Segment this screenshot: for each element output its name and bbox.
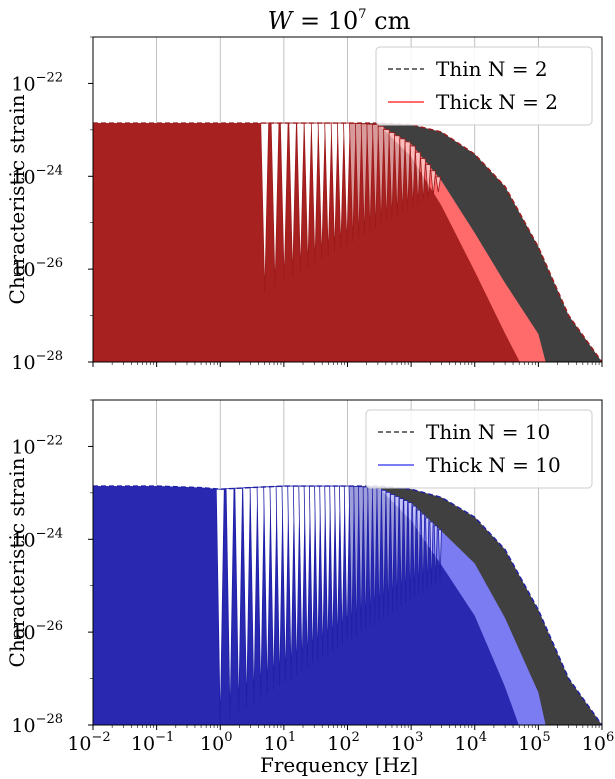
oscillation-dip: [425, 164, 432, 199]
y-tick-label: 10−26: [11, 619, 63, 644]
x-tick-label: 101: [264, 730, 296, 755]
oscillation-dip: [398, 498, 404, 607]
oscillation-dip: [296, 122, 305, 273]
oscillation-dip: [435, 176, 442, 193]
x-tick-label: 105: [518, 730, 550, 755]
oscillation-dip: [377, 126, 385, 226]
oscillation-dip: [433, 525, 438, 584]
oscillation-dip: [388, 132, 396, 220]
x-tick-label: 102: [327, 730, 359, 755]
y-tick-label: 10−22: [11, 433, 63, 458]
y-tick-label: 10−28: [11, 349, 63, 374]
y-tick-label: 10−24: [11, 526, 63, 551]
oscillation-dip: [425, 517, 430, 590]
legend-box: [375, 46, 593, 126]
legend-label: Thin N = 2: [436, 57, 548, 81]
oscillation-dip: [319, 485, 327, 658]
y-tick-label: 10−28: [11, 712, 63, 737]
x-tick-label: 10−2: [67, 730, 110, 755]
oscillation-dip: [399, 138, 406, 214]
legend-label: Thick N = 2: [436, 90, 558, 114]
x-tick-label: 104: [455, 730, 487, 755]
oscillation-dip: [343, 485, 351, 642]
oscillation-dip: [429, 521, 434, 587]
oscillation-dip: [416, 509, 421, 595]
oscillation-dip: [362, 486, 369, 630]
oscillation-dip: [381, 489, 387, 618]
plot-area: [93, 122, 602, 362]
legend-box: [365, 409, 593, 489]
x-tick-label: 106: [582, 730, 614, 755]
y-tick-label: 10−24: [11, 163, 63, 188]
oscillation-dip: [420, 513, 426, 592]
oscillation-dip: [310, 122, 319, 265]
oscillation-dip: [353, 486, 360, 636]
oscillation-dip: [372, 124, 379, 229]
oscillation-dip: [270, 122, 280, 288]
chart-panel-2: 10−2 10−1 100 101 102 103 104 105 106 10−22 10−24 1…: [5, 399, 614, 755]
oscillation-dip: [336, 122, 345, 250]
x-tick-label: 100: [200, 730, 232, 755]
oscillation-dip: [279, 122, 289, 283]
oscillation-dip: [366, 123, 374, 232]
y-axis-label: Characteristic strain: [5, 94, 29, 304]
legend-label: Thin N = 10: [426, 420, 550, 444]
legend: Thin N = 10 Thick N = 10: [365, 409, 593, 489]
x-tick-label: 103: [391, 730, 423, 755]
chart-panel-1: 10−22 10−24 10−26 10−28 Characteristic strai…: [5, 36, 603, 374]
oscillation-dip: [215, 488, 225, 725]
oscillation-dip: [287, 485, 295, 679]
oscillation-dip: [390, 494, 396, 612]
oscillation-dip: [420, 158, 427, 201]
oscillation-dip: [415, 151, 421, 204]
x-axis-label: Frequency [Hz]: [260, 753, 418, 777]
oscillation-dip: [383, 129, 390, 223]
y-tick-label: 10−22: [11, 70, 63, 95]
oscillation-dip: [403, 500, 409, 604]
oscillation-dip: [303, 485, 311, 668]
oscillation-dip: [407, 502, 413, 601]
oscillation-dip: [343, 122, 351, 246]
oscillation-dip: [412, 505, 417, 598]
plot-area: [93, 485, 602, 725]
oscillation-dip: [303, 122, 312, 269]
legend-label: Thick N = 10: [426, 453, 561, 477]
oscillation-dip: [393, 135, 401, 217]
oscillation-dip: [430, 170, 437, 196]
oscillation-dip: [404, 141, 411, 210]
oscillation-dip: [263, 486, 272, 695]
y-tick-label: 10−26: [11, 256, 63, 281]
oscillation-dip: [288, 122, 297, 278]
oscillation-dip: [360, 123, 368, 236]
figure-title: W = 107 cm: [268, 7, 411, 35]
legend: Thin N = 2 Thick N = 2: [375, 46, 593, 126]
x-tick-label: 10−1: [131, 730, 174, 755]
oscillation-dip: [394, 496, 400, 609]
series-thin-line: [93, 485, 602, 725]
oscillation-dip: [438, 529, 442, 581]
oscillation-dip: [256, 486, 265, 699]
oscillation-dip: [385, 491, 391, 615]
y-axis-label: Characteristic strain: [5, 457, 29, 667]
oscillation-dip: [329, 485, 336, 652]
series-thin-line: [93, 122, 602, 362]
oscillation-dip: [409, 145, 416, 207]
